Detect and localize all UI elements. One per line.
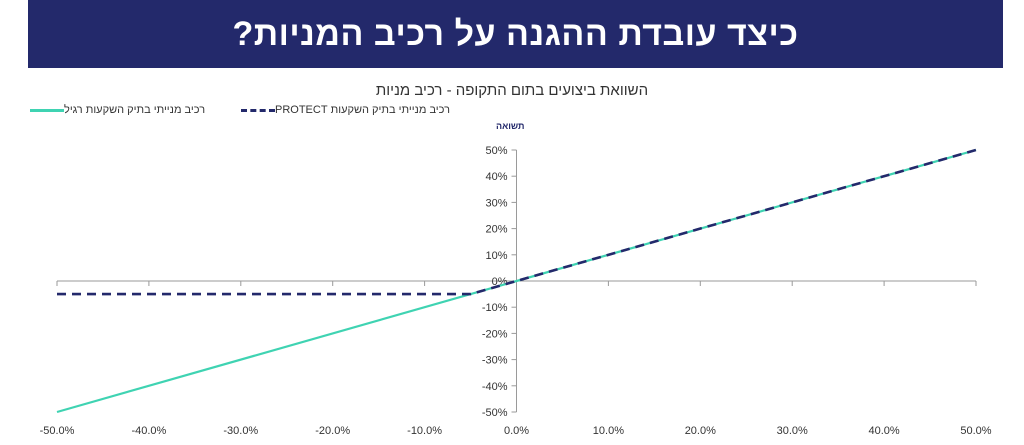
legend-label-protect: רכיב מנייתי בתיק השקעות PROTECT xyxy=(275,104,450,116)
legend-item-protect: רכיב מנייתי בתיק השקעות PROTECT xyxy=(235,104,450,116)
x-tick-label: -50.0% xyxy=(40,425,75,437)
x-tick-label: 0.0% xyxy=(504,425,529,437)
y-tick-label: 40% xyxy=(485,171,507,183)
legend-label-regular: רכיב מנייתי בתיק השקעות רגיל xyxy=(64,104,206,116)
x-tick-label: -10.0% xyxy=(407,425,442,437)
series-line-regular xyxy=(56,148,977,414)
title-banner: כיצד עובדת ההגנה על רכיב המניות? xyxy=(28,0,1003,68)
y-tick-label: 10% xyxy=(485,250,507,262)
y-tick-label: -50% xyxy=(482,407,508,419)
x-tick-label: 50.0% xyxy=(960,425,991,437)
legend-swatch-dashed xyxy=(241,108,275,112)
x-tick-label: 20.0% xyxy=(685,425,716,437)
y-tick-label: -30% xyxy=(482,355,508,367)
x-tick-label: -40.0% xyxy=(131,425,166,437)
x-tick-label: 10.0% xyxy=(593,425,624,437)
x-tick-label: -20.0% xyxy=(315,425,350,437)
y-tick-label: 20% xyxy=(485,224,507,236)
y-axis-label: תשואה xyxy=(496,121,525,131)
y-tick-label: -10% xyxy=(482,302,508,314)
x-tick-label: 30.0% xyxy=(777,425,808,437)
y-tick-label: 50% xyxy=(485,145,507,157)
x-tick-label: 40.0% xyxy=(868,425,899,437)
y-tick-label: -40% xyxy=(482,381,508,393)
series-line-protect xyxy=(57,148,977,296)
legend-item-regular: רכיב מנייתי בתיק השקעות רגיל xyxy=(24,104,205,116)
y-tick-label: -20% xyxy=(482,328,508,340)
chart-title: השוואת ביצועים בתום התקופה - רכיב מניות xyxy=(375,82,649,99)
x-tick-label: -30.0% xyxy=(223,425,258,437)
y-tick-label: 30% xyxy=(485,197,507,209)
legend-swatch-solid xyxy=(30,108,64,112)
banner-title: כיצד עובדת ההגנה על רכיב המניות? xyxy=(232,14,799,53)
